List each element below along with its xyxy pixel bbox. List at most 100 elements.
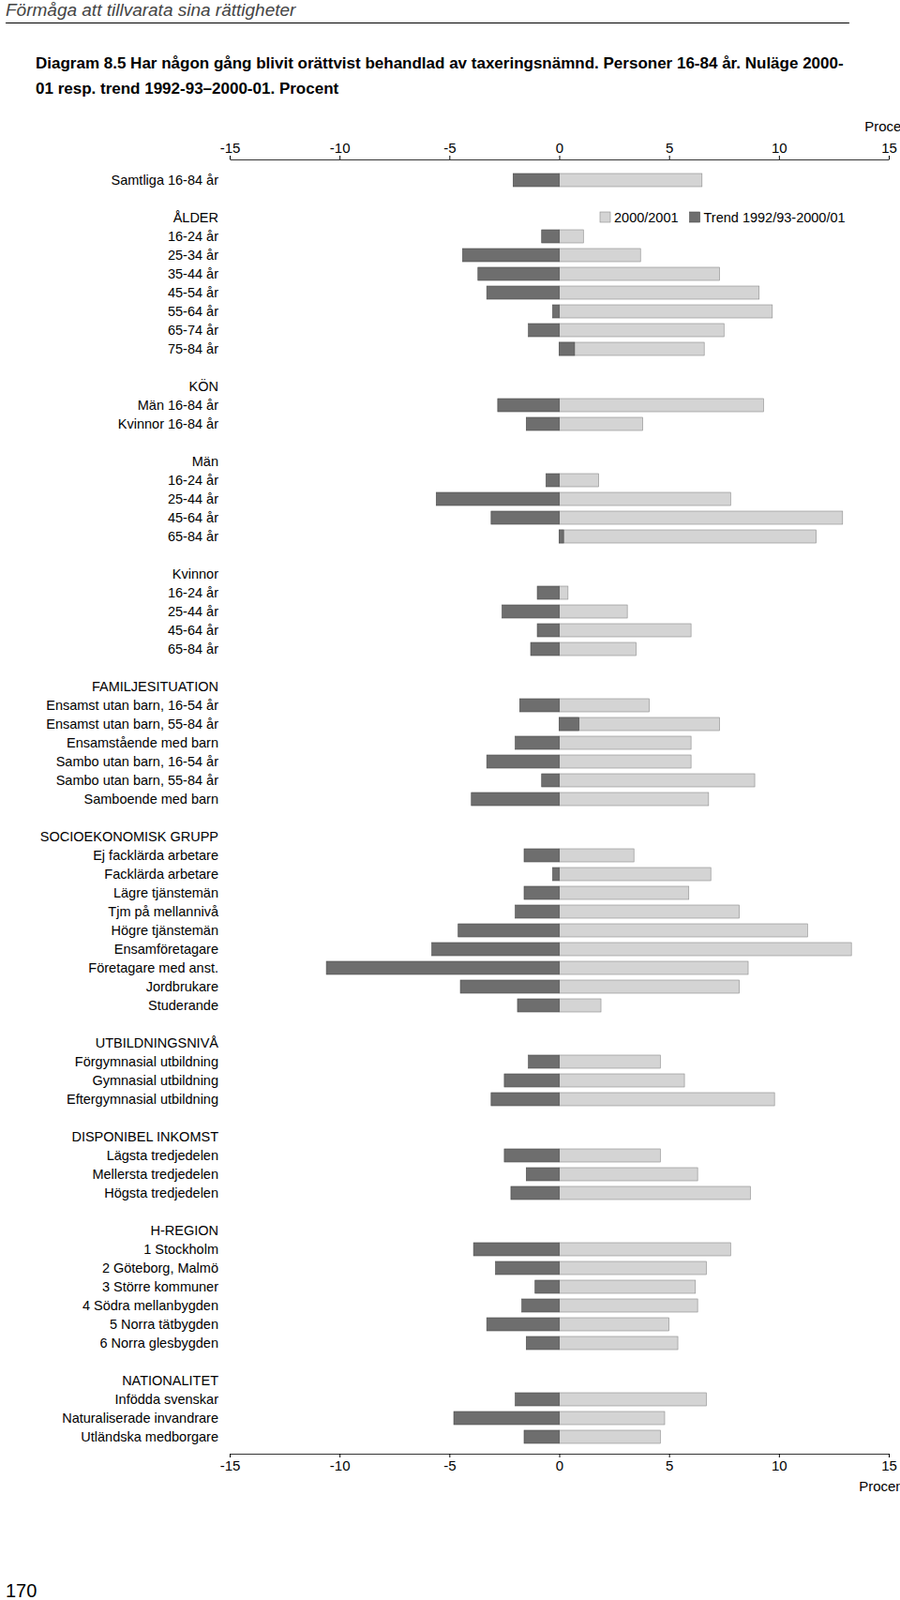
category-tick: 2 Göteborg, Malmö <box>102 1260 219 1275</box>
axis-title: Procent <box>858 1477 900 1494</box>
bar <box>552 867 559 881</box>
category-label: H-REGION <box>150 1222 220 1238</box>
category-label: 75-84 år <box>167 341 219 357</box>
legend: 2000/2001 Trend 1992/93-2000/01 <box>600 210 846 225</box>
tick-label: 10 <box>771 139 788 156</box>
category-label: SOCIOEKONOMISK GRUPP <box>40 828 219 844</box>
category-label: Män 16-84 år <box>137 397 219 413</box>
category-tick: 55-64 år <box>167 303 219 319</box>
bar <box>502 604 560 618</box>
bars <box>326 173 852 1443</box>
tick-mark <box>559 155 561 160</box>
tick-label: 0 <box>555 1456 564 1473</box>
category-tick: 75-84 år <box>167 341 219 357</box>
category-label: Jordbrukare <box>146 978 219 994</box>
category-tick: Infödda svenskar <box>115 1391 220 1407</box>
legend-label: Trend 1992/93-2000/01 <box>704 210 846 225</box>
category-label: 16-24 år <box>167 585 219 600</box>
tick: 0 <box>555 139 564 160</box>
bar <box>559 642 637 656</box>
tick-mark <box>449 155 450 160</box>
category-tick: Utländska medborgare <box>80 1428 219 1444</box>
bar <box>453 1410 559 1425</box>
bar <box>559 473 600 487</box>
category-tick: Jordbrukare <box>146 978 219 994</box>
bar <box>559 1410 665 1425</box>
category-tick: 1 Stockholm <box>143 1241 219 1257</box>
category-tick: Kvinnor <box>172 566 219 582</box>
bar <box>559 623 692 637</box>
category-tick: Ensamföretagare <box>114 941 219 957</box>
legend-label: 2000/2001 <box>614 210 679 225</box>
series-bars <box>559 173 853 1443</box>
bar <box>517 998 560 1012</box>
category-tick: 65-84 år <box>167 641 219 657</box>
category-label: Utländska medborgare <box>80 1428 219 1444</box>
category-label: 5 Norra tätbygden <box>109 1316 219 1332</box>
category-label: 4 Södra mellanbygden <box>82 1297 219 1313</box>
page-number: 170 <box>5 1579 37 1600</box>
category-tick: 45-64 år <box>167 510 219 525</box>
bar <box>522 1298 560 1312</box>
category-label: 45-64 år <box>167 622 219 638</box>
category-label: Facklärda arbetare <box>104 866 219 882</box>
bar <box>519 698 559 712</box>
bar <box>486 754 559 768</box>
bar <box>473 1242 559 1256</box>
category-tick: Högsta tredjedelen <box>104 1185 219 1200</box>
axis-line <box>230 159 890 161</box>
bar <box>559 698 650 712</box>
bar <box>559 923 809 937</box>
category-tick: UTBILDNINGSNIVÅ <box>95 1035 220 1050</box>
bar <box>559 754 692 768</box>
bar <box>528 1054 560 1068</box>
bar <box>530 642 559 656</box>
bar <box>535 1279 560 1293</box>
category-tick: Ensamstående med barn <box>66 735 219 750</box>
bar <box>559 529 817 543</box>
category-tick: 16-24 år <box>167 585 219 600</box>
category-label: 16-24 år <box>167 228 219 244</box>
category-tick: 5 Norra tätbygden <box>109 1316 219 1332</box>
tick-label: -15 <box>220 1456 241 1473</box>
category-label: Sambo utan barn, 16-54 år <box>56 753 219 769</box>
tick: -10 <box>330 1453 351 1473</box>
bar <box>559 960 750 975</box>
category-label: 1 Stockholm <box>143 1241 219 1257</box>
bar <box>478 267 560 281</box>
category-tick: Sambo utan barn, 55-84 år <box>56 772 219 788</box>
x-axis-bottom: -15-10-5051015 <box>220 1453 898 1473</box>
series-bars <box>326 173 579 1443</box>
category-tick: Eftergymnasial utbildning <box>66 1091 219 1107</box>
category-tick: Ej facklärda arbetare <box>92 847 219 863</box>
bar <box>559 998 602 1012</box>
category-label: Lägsta tredjedelen <box>106 1147 219 1163</box>
bar <box>524 848 559 862</box>
category-label: 25-44 år <box>167 603 219 619</box>
bar <box>559 1073 686 1087</box>
tick: 15 <box>881 1453 898 1473</box>
bar <box>486 285 559 300</box>
category-label: Gymnasial utbildning <box>91 1072 219 1088</box>
bar <box>559 1392 707 1406</box>
category-tick: Samboende med barn <box>84 791 220 807</box>
tick: -10 <box>330 139 351 160</box>
tick-mark <box>229 155 231 160</box>
category-label: Kvinnor 16-84 år <box>118 416 219 432</box>
tick-mark <box>779 155 780 160</box>
bar <box>559 979 740 993</box>
category-tick: Studerande <box>148 997 219 1013</box>
bar <box>524 885 559 900</box>
category-tick: 16-24 år <box>167 472 219 488</box>
category-label: Lägre tjänstemän <box>113 885 219 900</box>
category-label: Studerande <box>148 997 219 1013</box>
category-label: 45-64 år <box>167 510 219 525</box>
bar <box>559 1298 699 1312</box>
category-tick: 25-34 år <box>167 247 219 263</box>
bar <box>559 885 690 900</box>
bar <box>559 1167 699 1181</box>
bar <box>486 1317 559 1331</box>
bar <box>504 1073 560 1087</box>
category-label: Ensamst utan barn, 16-54 år <box>45 697 219 713</box>
category-label: Högre tjänstemän <box>111 922 219 938</box>
